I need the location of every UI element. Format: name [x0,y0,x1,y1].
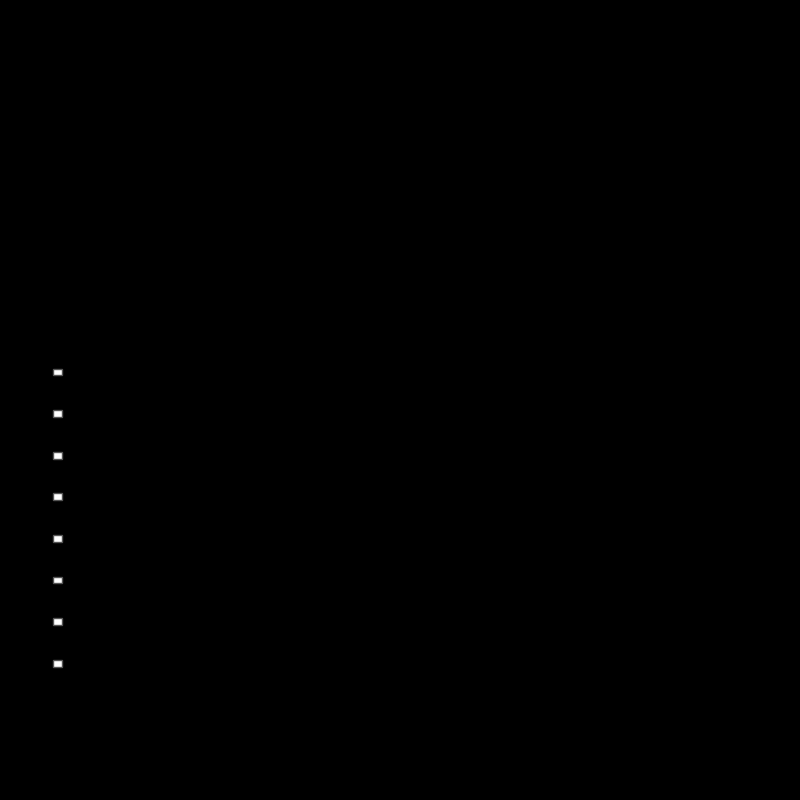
Text: ∢7: ∢7 [65,574,83,586]
Text: Select all of the angles that have the same measure as angle 1. Assume the lines: Select all of the angles that have the s… [44,170,674,182]
Text: ∢2: ∢2 [65,366,83,378]
Text: 8: 8 [247,297,254,307]
Text: 4: 4 [247,277,254,287]
Bar [53,452,62,458]
Bar [53,618,62,625]
Text: ∢5: ∢5 [65,490,83,503]
Text: 3: 3 [226,277,233,287]
Text: 6: 6 [159,347,166,358]
Bar [53,410,62,417]
Text: 7: 7 [226,297,233,307]
Bar [53,535,62,542]
Text: 5: 5 [138,347,145,358]
Text: ∢4: ∢4 [65,449,83,462]
Bar [53,660,62,666]
Text: ∢3: ∢3 [65,407,83,420]
Bar [53,577,62,583]
Text: ∢8: ∢8 [65,615,83,628]
Bar [53,369,62,375]
Text: can't be determined: can't be determined [65,657,192,670]
Text: 1: 1 [134,330,141,340]
Text: 2: 2 [158,330,165,340]
Text: ∢6: ∢6 [65,532,83,545]
Bar [53,494,62,500]
